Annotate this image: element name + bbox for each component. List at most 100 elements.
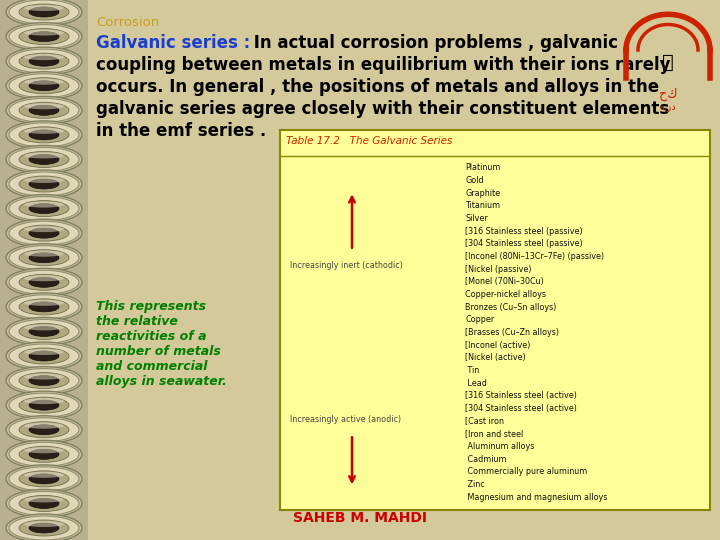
Ellipse shape <box>19 323 69 340</box>
Ellipse shape <box>19 225 69 241</box>
Ellipse shape <box>29 204 59 214</box>
Text: Gold: Gold <box>465 176 484 185</box>
Ellipse shape <box>6 489 82 517</box>
Text: [Iron and steel: [Iron and steel <box>465 429 523 438</box>
Ellipse shape <box>19 200 69 217</box>
Ellipse shape <box>6 367 82 395</box>
Ellipse shape <box>9 25 79 49</box>
Text: [304 Stainless steel (passive): [304 Stainless steel (passive) <box>465 239 582 248</box>
Ellipse shape <box>6 268 82 296</box>
Text: Copper-nickel alloys: Copper-nickel alloys <box>465 290 546 299</box>
Text: Galvanic series :: Galvanic series : <box>96 34 251 52</box>
Ellipse shape <box>19 520 69 536</box>
Text: Corrosion: Corrosion <box>96 16 159 29</box>
Ellipse shape <box>6 293 82 321</box>
Text: [Monel (70Ni–30Cu): [Monel (70Ni–30Cu) <box>465 277 544 286</box>
Text: Silver: Silver <box>465 214 487 223</box>
Ellipse shape <box>24 79 64 85</box>
Ellipse shape <box>29 351 59 361</box>
Ellipse shape <box>24 325 64 330</box>
Ellipse shape <box>24 226 64 232</box>
Ellipse shape <box>6 416 82 444</box>
Text: Increasingly active (anodic): Increasingly active (anodic) <box>290 415 401 424</box>
Ellipse shape <box>6 121 82 149</box>
Ellipse shape <box>29 474 59 484</box>
Ellipse shape <box>9 271 79 294</box>
Bar <box>0 0 88 540</box>
Ellipse shape <box>6 514 82 540</box>
Text: This represents
the relative
reactivities of a
number of metals
and commercial
a: This represents the relative reactivitie… <box>96 300 227 388</box>
Ellipse shape <box>19 348 69 364</box>
Ellipse shape <box>19 397 69 413</box>
Bar <box>280 130 710 510</box>
Text: Platinum: Platinum <box>465 163 500 172</box>
Ellipse shape <box>24 251 64 256</box>
Ellipse shape <box>24 472 64 478</box>
Ellipse shape <box>19 471 69 487</box>
Ellipse shape <box>6 440 82 468</box>
Ellipse shape <box>9 295 79 319</box>
Ellipse shape <box>29 154 59 164</box>
Ellipse shape <box>19 495 69 511</box>
Ellipse shape <box>9 393 79 417</box>
Ellipse shape <box>24 349 64 355</box>
Ellipse shape <box>9 221 79 245</box>
Text: [Cast iron: [Cast iron <box>465 416 504 426</box>
Ellipse shape <box>19 249 69 266</box>
Text: [316 Stainless steel (active): [316 Stainless steel (active) <box>465 392 577 400</box>
Ellipse shape <box>6 96 82 124</box>
Ellipse shape <box>24 128 64 134</box>
Ellipse shape <box>24 201 64 207</box>
Ellipse shape <box>6 244 82 272</box>
Text: Table 17.2   The Galvanic Series: Table 17.2 The Galvanic Series <box>286 136 452 146</box>
Text: in the emf series .: in the emf series . <box>96 122 266 140</box>
Ellipse shape <box>19 127 69 143</box>
Ellipse shape <box>29 228 59 238</box>
Ellipse shape <box>9 344 79 368</box>
Ellipse shape <box>29 376 59 386</box>
Ellipse shape <box>24 5 64 11</box>
Ellipse shape <box>19 29 69 45</box>
Ellipse shape <box>24 374 64 380</box>
Text: [Brasses (Cu–Zn alloys): [Brasses (Cu–Zn alloys) <box>465 328 559 337</box>
Ellipse shape <box>19 102 69 118</box>
Ellipse shape <box>6 23 82 51</box>
Ellipse shape <box>24 447 64 453</box>
Ellipse shape <box>6 0 82 26</box>
Ellipse shape <box>24 54 64 60</box>
Ellipse shape <box>29 449 59 460</box>
Ellipse shape <box>6 145 82 173</box>
Ellipse shape <box>29 130 59 140</box>
Ellipse shape <box>19 53 69 69</box>
Ellipse shape <box>24 521 64 527</box>
Ellipse shape <box>6 318 82 346</box>
Text: [Nickel (active): [Nickel (active) <box>465 353 526 362</box>
Ellipse shape <box>9 197 79 220</box>
Text: حك: حك <box>659 88 678 101</box>
Ellipse shape <box>9 516 79 540</box>
Ellipse shape <box>19 176 69 192</box>
Ellipse shape <box>29 400 59 410</box>
Ellipse shape <box>24 423 64 429</box>
Ellipse shape <box>19 299 69 315</box>
Text: In actual corrosion problems , galvanic: In actual corrosion problems , galvanic <box>248 34 618 52</box>
Ellipse shape <box>29 7 59 17</box>
Text: Magnesium and magnesium alloys: Magnesium and magnesium alloys <box>465 492 608 502</box>
Ellipse shape <box>24 30 64 36</box>
Text: [Nickel (passive): [Nickel (passive) <box>465 265 531 274</box>
Ellipse shape <box>6 342 82 370</box>
Ellipse shape <box>9 320 79 343</box>
Text: Graphite: Graphite <box>465 188 500 198</box>
Ellipse shape <box>19 78 69 94</box>
Ellipse shape <box>24 275 64 281</box>
Ellipse shape <box>6 170 82 198</box>
Text: coupling between metals in equilibrium with their ions rarely: coupling between metals in equilibrium w… <box>96 56 670 74</box>
Ellipse shape <box>9 147 79 171</box>
Ellipse shape <box>6 465 82 493</box>
Ellipse shape <box>24 496 64 502</box>
Ellipse shape <box>29 277 59 287</box>
Ellipse shape <box>29 179 59 189</box>
Ellipse shape <box>6 219 82 247</box>
Ellipse shape <box>6 47 82 75</box>
Text: Tin: Tin <box>465 366 480 375</box>
